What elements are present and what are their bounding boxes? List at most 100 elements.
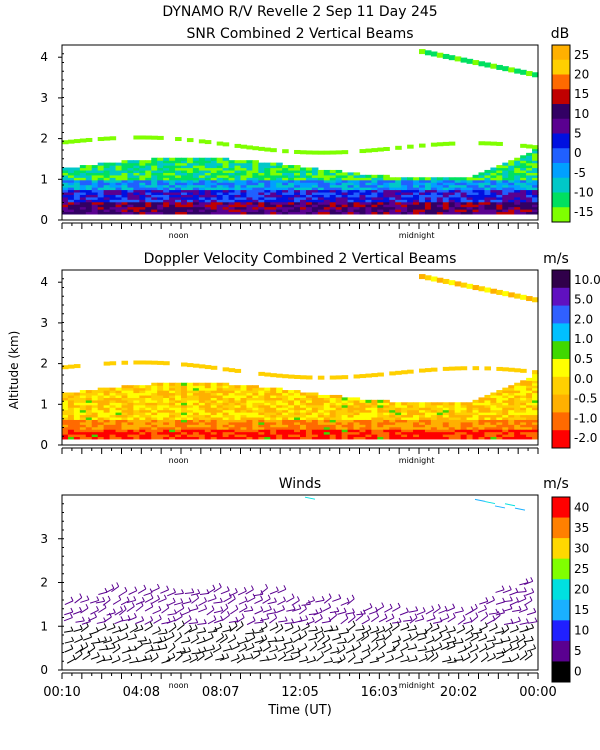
- wind-barb-flag: [259, 646, 263, 651]
- snr-cell: [246, 204, 253, 208]
- doppler-cell: [329, 434, 337, 438]
- doppler-cell: [353, 434, 361, 438]
- wind-barb-flag: [120, 616, 124, 621]
- colorbar-segment: [552, 394, 570, 413]
- snr-cell: [514, 189, 521, 193]
- snr-cell: [490, 206, 497, 210]
- wind-barb: [400, 626, 410, 631]
- wind-barb: [102, 599, 111, 606]
- doppler-cell: [276, 421, 283, 425]
- snr-cell: [67, 174, 75, 178]
- wind-barb: [74, 638, 83, 644]
- snr-cell: [175, 167, 182, 171]
- snr-cell: [252, 165, 259, 169]
- wind-barb: [424, 626, 433, 633]
- snr-cell: [430, 184, 438, 188]
- doppler-cell: [460, 366, 468, 371]
- snr-cell: [181, 169, 188, 173]
- doppler-cell: [121, 387, 129, 391]
- snr-cell: [395, 179, 402, 183]
- snr-cell: [79, 204, 87, 208]
- snr-cell: [264, 167, 271, 171]
- snr-cell: [115, 172, 123, 176]
- snr-cell: [186, 184, 194, 188]
- snr-cell: [460, 196, 468, 200]
- snr-cell: [514, 201, 521, 205]
- snr-cell: [133, 179, 140, 183]
- snr-cell: [175, 189, 182, 193]
- doppler-cell: [442, 409, 450, 413]
- snr-cell: [413, 206, 420, 210]
- wind-barb: [339, 631, 349, 635]
- wind-barb: [213, 626, 223, 631]
- wind-barb: [79, 645, 89, 652]
- snr-cell: [91, 174, 99, 178]
- doppler-cell: [401, 436, 408, 440]
- colorbar-label: 0.5: [574, 352, 593, 366]
- snr-cell: [430, 196, 438, 200]
- snr-cell: [300, 194, 307, 198]
- doppler-cell: [127, 429, 134, 433]
- snr-cell: [377, 191, 384, 195]
- snr-cell: [145, 135, 152, 140]
- snr-cell: [276, 165, 283, 169]
- doppler-cell: [175, 407, 182, 411]
- wind-barb-flag: [188, 615, 192, 620]
- doppler-cell: [234, 424, 242, 428]
- snr-cell: [157, 189, 164, 193]
- doppler-cell: [335, 402, 343, 406]
- doppler-cell: [502, 402, 509, 406]
- wind-barb-flag: [210, 633, 214, 638]
- wind-barb-flag: [150, 644, 154, 650]
- snr-cell: [472, 187, 480, 191]
- doppler-cell: [204, 429, 212, 433]
- doppler-cell: [329, 394, 337, 398]
- snr-cell: [127, 201, 134, 205]
- snr-cell: [276, 179, 283, 183]
- snr-cell: [520, 182, 527, 186]
- snr-cell: [323, 191, 331, 195]
- wind-barb: [72, 610, 82, 615]
- wind-barb: [399, 611, 409, 616]
- doppler-cell: [311, 429, 319, 433]
- wind-barb-flag: [204, 597, 207, 602]
- wind-barb: [526, 647, 536, 652]
- doppler-cell: [502, 390, 509, 394]
- wind-barb: [332, 636, 341, 641]
- snr-cell: [97, 194, 105, 198]
- snr-cell: [264, 194, 271, 198]
- snr-cell: [157, 162, 164, 166]
- doppler-cell: [198, 429, 206, 433]
- doppler-cell: [139, 421, 146, 425]
- snr-cell: [270, 184, 277, 188]
- wind-barb: [176, 651, 186, 654]
- snr-cell: [365, 201, 372, 205]
- snr-cell: [407, 204, 414, 208]
- snr-cell: [502, 199, 509, 203]
- snr-cell: [514, 165, 521, 169]
- wind-barb-flag: [173, 588, 176, 593]
- colorbar-segment: [552, 104, 570, 120]
- doppler-cell: [395, 416, 402, 420]
- wind-barb-flag: [105, 644, 109, 650]
- doppler-cell: [526, 394, 533, 398]
- snr-cell: [109, 177, 117, 181]
- snr-cell: [389, 209, 396, 213]
- snr-cell: [395, 184, 402, 188]
- snr-cell: [335, 209, 343, 213]
- wind-barb-flag: [220, 606, 224, 611]
- wind-barb: [376, 629, 385, 635]
- snr-cell: [264, 182, 271, 186]
- wind-barb-flag: [195, 654, 199, 659]
- doppler-cell: [264, 372, 271, 377]
- snr-cell: [85, 137, 93, 142]
- doppler-cell: [169, 426, 176, 430]
- doppler-cell: [175, 402, 182, 406]
- wind-barb: [144, 648, 154, 654]
- snr-cell: [85, 201, 93, 205]
- doppler-cell: [192, 429, 200, 433]
- doppler-cell: [181, 387, 188, 391]
- doppler-cell: [139, 434, 146, 438]
- snr-cell: [490, 204, 497, 208]
- doppler-cell: [383, 424, 390, 428]
